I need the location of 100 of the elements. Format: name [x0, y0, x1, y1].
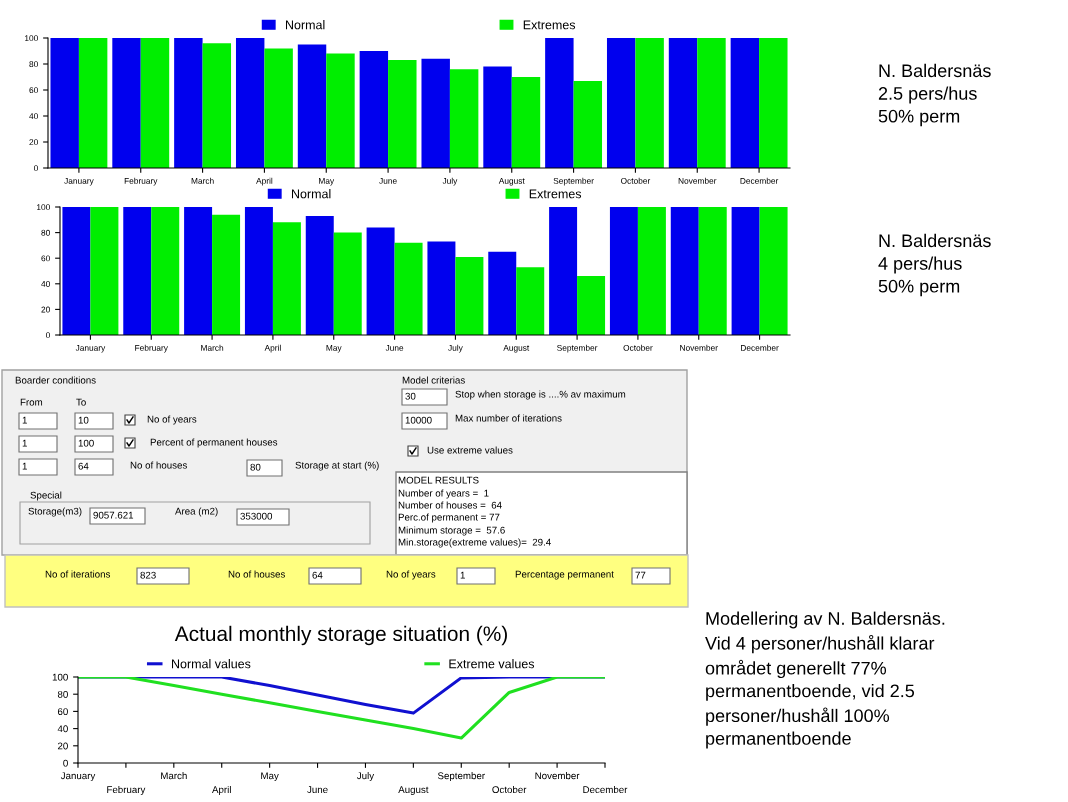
bar — [202, 43, 232, 168]
bar — [123, 207, 152, 335]
text: Model criterias — [402, 376, 465, 384]
text: Boarder conditions — [15, 376, 96, 384]
bar — [483, 66, 512, 168]
bar — [297, 44, 327, 168]
bar — [698, 207, 727, 335]
bar — [731, 207, 760, 335]
x-tick-label: May — [326, 345, 342, 353]
text: Number of years = 1 — [398, 489, 489, 499]
y-tick-label: 80 — [41, 229, 50, 236]
bar — [668, 38, 698, 168]
y-tick-label: 0 — [33, 165, 38, 172]
bar — [577, 276, 606, 335]
text: 823 — [140, 571, 156, 579]
bar — [635, 38, 664, 168]
text: Max number of iterations — [455, 414, 562, 422]
x-tick-label: March — [201, 344, 224, 351]
x-tick-label: June — [307, 786, 328, 794]
y-tick-label: 40 — [57, 725, 68, 733]
legend-label: Extremes — [523, 20, 576, 30]
legend-label: Normal — [291, 189, 331, 199]
text: 30 — [405, 392, 416, 400]
y-tick-label: 20 — [29, 139, 38, 146]
x-tick-label: September — [437, 772, 485, 782]
y-tick-label: 60 — [41, 255, 50, 262]
bar — [759, 38, 788, 168]
bar — [366, 227, 395, 335]
y-tick-label: 80 — [29, 61, 38, 68]
y-tick-label: 40 — [41, 281, 50, 287]
bar — [549, 207, 578, 335]
text: 100 — [78, 439, 94, 447]
y-tick-label: 60 — [57, 708, 68, 716]
y-tick-label: 0 — [45, 332, 50, 339]
x-tick-label: December — [583, 785, 628, 794]
text: Storage(m3) — [28, 507, 82, 517]
text: Percentage permanent — [515, 570, 614, 580]
text: From — [20, 398, 43, 406]
y-tick-label: 100 — [25, 35, 38, 42]
bar — [235, 38, 265, 168]
bar — [140, 38, 170, 168]
legend-label: Extremes — [529, 189, 582, 199]
x-tick-label: August — [498, 178, 525, 186]
bar — [394, 242, 423, 335]
bar — [606, 38, 636, 168]
bar — [388, 60, 417, 168]
bar — [637, 207, 666, 335]
y-tick-label: 100 — [52, 673, 68, 681]
text: 1 — [22, 416, 27, 424]
bar — [427, 241, 456, 335]
text: Stop when storage is ....% av maximum — [455, 390, 626, 400]
y-tick-label: 20 — [41, 306, 50, 313]
text: To — [76, 398, 86, 406]
bar — [730, 38, 760, 168]
x-tick-label: February — [124, 177, 158, 186]
x-tick-label: October — [623, 344, 653, 351]
bar — [511, 77, 541, 168]
y-tick-label: 60 — [29, 87, 38, 94]
line-series — [78, 677, 605, 740]
text: N. Baldersnäs 2.5 pers/hus 50% perm — [878, 63, 991, 127]
x-tick-label: September — [553, 177, 594, 186]
x-tick-label: July — [448, 344, 463, 353]
text: Modellering av N. Baldersnäs. Vid 4 personer/hushåll klarar området generellt 77% permanentboende, vid 2.5 personer/hushåll 100% permanentboende — [705, 611, 945, 749]
x-tick-label: July — [442, 177, 458, 186]
text: 64 — [312, 571, 323, 579]
x-tick-label: December — [740, 177, 779, 184]
x-tick-label: May — [261, 772, 279, 782]
text: Minimum storage = 57.6 — [398, 526, 505, 536]
text: 10 — [78, 416, 89, 424]
x-tick-label: February — [135, 344, 168, 353]
text: 10000 — [405, 416, 432, 424]
text: No of iterations — [45, 570, 111, 578]
bar — [333, 232, 362, 335]
bar — [545, 38, 574, 168]
text: 77 — [635, 571, 646, 579]
x-tick-label: February — [107, 785, 146, 795]
x-tick-label: December — [741, 344, 779, 351]
bar — [184, 207, 213, 335]
text: 1 — [22, 462, 27, 470]
x-tick-label: November — [678, 177, 717, 184]
text: No of houses — [228, 570, 285, 578]
bar — [488, 251, 517, 335]
text: No of houses — [130, 461, 187, 469]
bar — [264, 48, 293, 168]
bar — [516, 267, 545, 335]
text: N. Baldersnäs 4 pers/hus 50% perm — [878, 233, 991, 297]
x-tick-label: October — [492, 785, 527, 794]
bar — [174, 38, 203, 168]
bar — [78, 38, 108, 168]
legend-label: Normal values — [172, 659, 251, 669]
x-tick-label: March — [161, 772, 187, 780]
x-tick-label: September — [557, 344, 598, 353]
bar — [151, 207, 180, 335]
y-tick-label: 20 — [57, 742, 68, 750]
text: Min.storage(extreme values)= 29.4 — [398, 538, 551, 548]
bar — [212, 214, 241, 335]
x-tick-label: March — [191, 177, 214, 184]
bar — [697, 38, 726, 168]
text: MODEL RESULTS — [398, 476, 479, 484]
legend-label: Normal — [285, 20, 325, 30]
